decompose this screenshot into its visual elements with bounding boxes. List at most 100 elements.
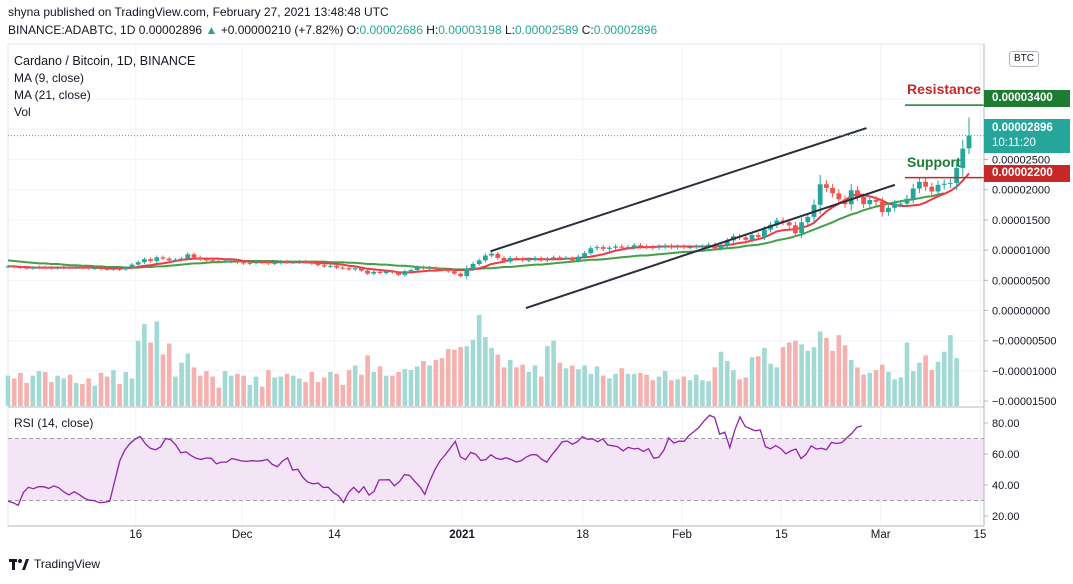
candle-body bbox=[910, 188, 916, 199]
candle-body bbox=[18, 267, 23, 269]
volume-bar bbox=[712, 367, 718, 406]
volume-bar bbox=[36, 371, 42, 406]
candle-body bbox=[966, 135, 972, 149]
volume-bar bbox=[551, 340, 556, 406]
price-tick-label: 0.00001000 bbox=[992, 245, 1050, 257]
volume-bar bbox=[235, 373, 240, 406]
volume-bar bbox=[266, 370, 271, 406]
rsi-legend[interactable]: RSI (14, close) bbox=[14, 416, 94, 430]
volume-bar bbox=[631, 373, 637, 406]
legend-ma21[interactable]: MA (21, close) bbox=[14, 88, 91, 102]
candle-body bbox=[328, 265, 333, 267]
candle-body bbox=[49, 267, 54, 269]
volume-bar bbox=[749, 357, 755, 406]
volume-bar bbox=[811, 347, 817, 406]
candle-body bbox=[445, 270, 451, 272]
volume-bar bbox=[731, 370, 736, 406]
volume-bar bbox=[247, 384, 253, 406]
volume-bar bbox=[408, 370, 414, 406]
time-tick-label: 14 bbox=[328, 529, 341, 541]
candle-body bbox=[532, 257, 538, 260]
publish-info: shyna published on TradingView.com, Febr… bbox=[8, 5, 389, 19]
volume-bar bbox=[706, 381, 711, 406]
candle-body bbox=[241, 262, 246, 264]
volume-bar bbox=[427, 365, 432, 406]
candle-body bbox=[402, 271, 408, 275]
candle-body bbox=[538, 257, 544, 261]
ohlc-bar: BINANCE:ADABTC, 1D 0.00002896 ▲ +0.00000… bbox=[8, 23, 657, 37]
volume-bar bbox=[917, 362, 922, 406]
volume-bar bbox=[718, 351, 724, 406]
candle-body bbox=[334, 265, 339, 268]
candle-body bbox=[142, 259, 147, 263]
candle-body bbox=[30, 267, 36, 269]
candle-body bbox=[433, 267, 439, 269]
candle-body bbox=[470, 263, 476, 269]
legend-vol[interactable]: Vol bbox=[14, 105, 31, 119]
open-label: O: bbox=[346, 23, 360, 37]
candle-body bbox=[210, 260, 215, 262]
currency-button[interactable]: BTC bbox=[1009, 51, 1039, 67]
volume-bar bbox=[216, 387, 222, 406]
candle-body bbox=[383, 271, 389, 274]
volume-bar bbox=[11, 378, 17, 406]
chart-title[interactable]: Cardano / Bitcoin, 1D, BINANCE bbox=[14, 54, 196, 68]
time-tick-label: Feb bbox=[672, 529, 692, 541]
price-tick-label: 0.00000000 bbox=[992, 306, 1050, 318]
volume-bar bbox=[768, 363, 773, 406]
candle-body bbox=[414, 267, 420, 271]
volume-bar bbox=[948, 335, 953, 406]
candle-body bbox=[129, 264, 135, 268]
candle-body bbox=[923, 181, 928, 187]
volume-bar bbox=[42, 371, 48, 406]
volume-bar bbox=[55, 375, 60, 406]
volume-bar bbox=[873, 370, 879, 406]
rsi-line bbox=[7, 414, 863, 507]
volume-bar bbox=[737, 379, 742, 406]
volume-bar bbox=[359, 374, 364, 406]
volume-bar bbox=[414, 366, 420, 406]
candle-body bbox=[861, 196, 866, 205]
candle-body bbox=[743, 237, 749, 240]
candle-body bbox=[563, 257, 569, 259]
candle-body bbox=[954, 167, 959, 184]
time-tick-label: 2021 bbox=[449, 529, 475, 541]
candle-body bbox=[253, 261, 259, 263]
candle-body bbox=[204, 259, 209, 261]
volume-bar bbox=[501, 367, 507, 406]
volume-bar bbox=[489, 348, 494, 406]
volume-bar bbox=[61, 378, 67, 406]
tradingview-logo[interactable]: TradingView bbox=[8, 557, 100, 571]
candle-body bbox=[86, 267, 91, 269]
legend-ma9[interactable]: MA (9, close) bbox=[14, 71, 85, 85]
volume-bar bbox=[117, 383, 122, 406]
current-price-value: 0.00002896 bbox=[992, 122, 1053, 134]
lower-trendline bbox=[525, 183, 896, 310]
volume-bar bbox=[272, 377, 277, 406]
volume-bar bbox=[210, 376, 215, 406]
volume-bar bbox=[607, 378, 612, 406]
candle-body bbox=[793, 225, 798, 234]
volume-bar bbox=[129, 378, 135, 406]
rsi-tick-label: 80.00 bbox=[992, 418, 1020, 430]
candle-body bbox=[483, 255, 488, 261]
volume-bar bbox=[433, 360, 439, 406]
candle-body bbox=[898, 203, 904, 205]
volume-bar bbox=[774, 367, 780, 406]
candle-body bbox=[631, 245, 637, 248]
candle-body bbox=[514, 257, 519, 259]
price-change: +0.00000210 (+7.82%) bbox=[220, 23, 344, 37]
volume-bar bbox=[613, 373, 618, 406]
candle-body bbox=[11, 266, 17, 268]
volume-bar bbox=[842, 345, 848, 406]
candle-body bbox=[315, 263, 321, 266]
current-price-tag: 0.00002896 10:11:20 bbox=[984, 119, 1070, 153]
volume-bar bbox=[148, 342, 153, 406]
volume-bar bbox=[222, 371, 228, 406]
candle-body bbox=[706, 244, 711, 247]
volume-bar bbox=[383, 375, 389, 406]
candle-body bbox=[929, 186, 935, 192]
volume-bar bbox=[681, 376, 687, 406]
candle-body bbox=[297, 261, 302, 263]
